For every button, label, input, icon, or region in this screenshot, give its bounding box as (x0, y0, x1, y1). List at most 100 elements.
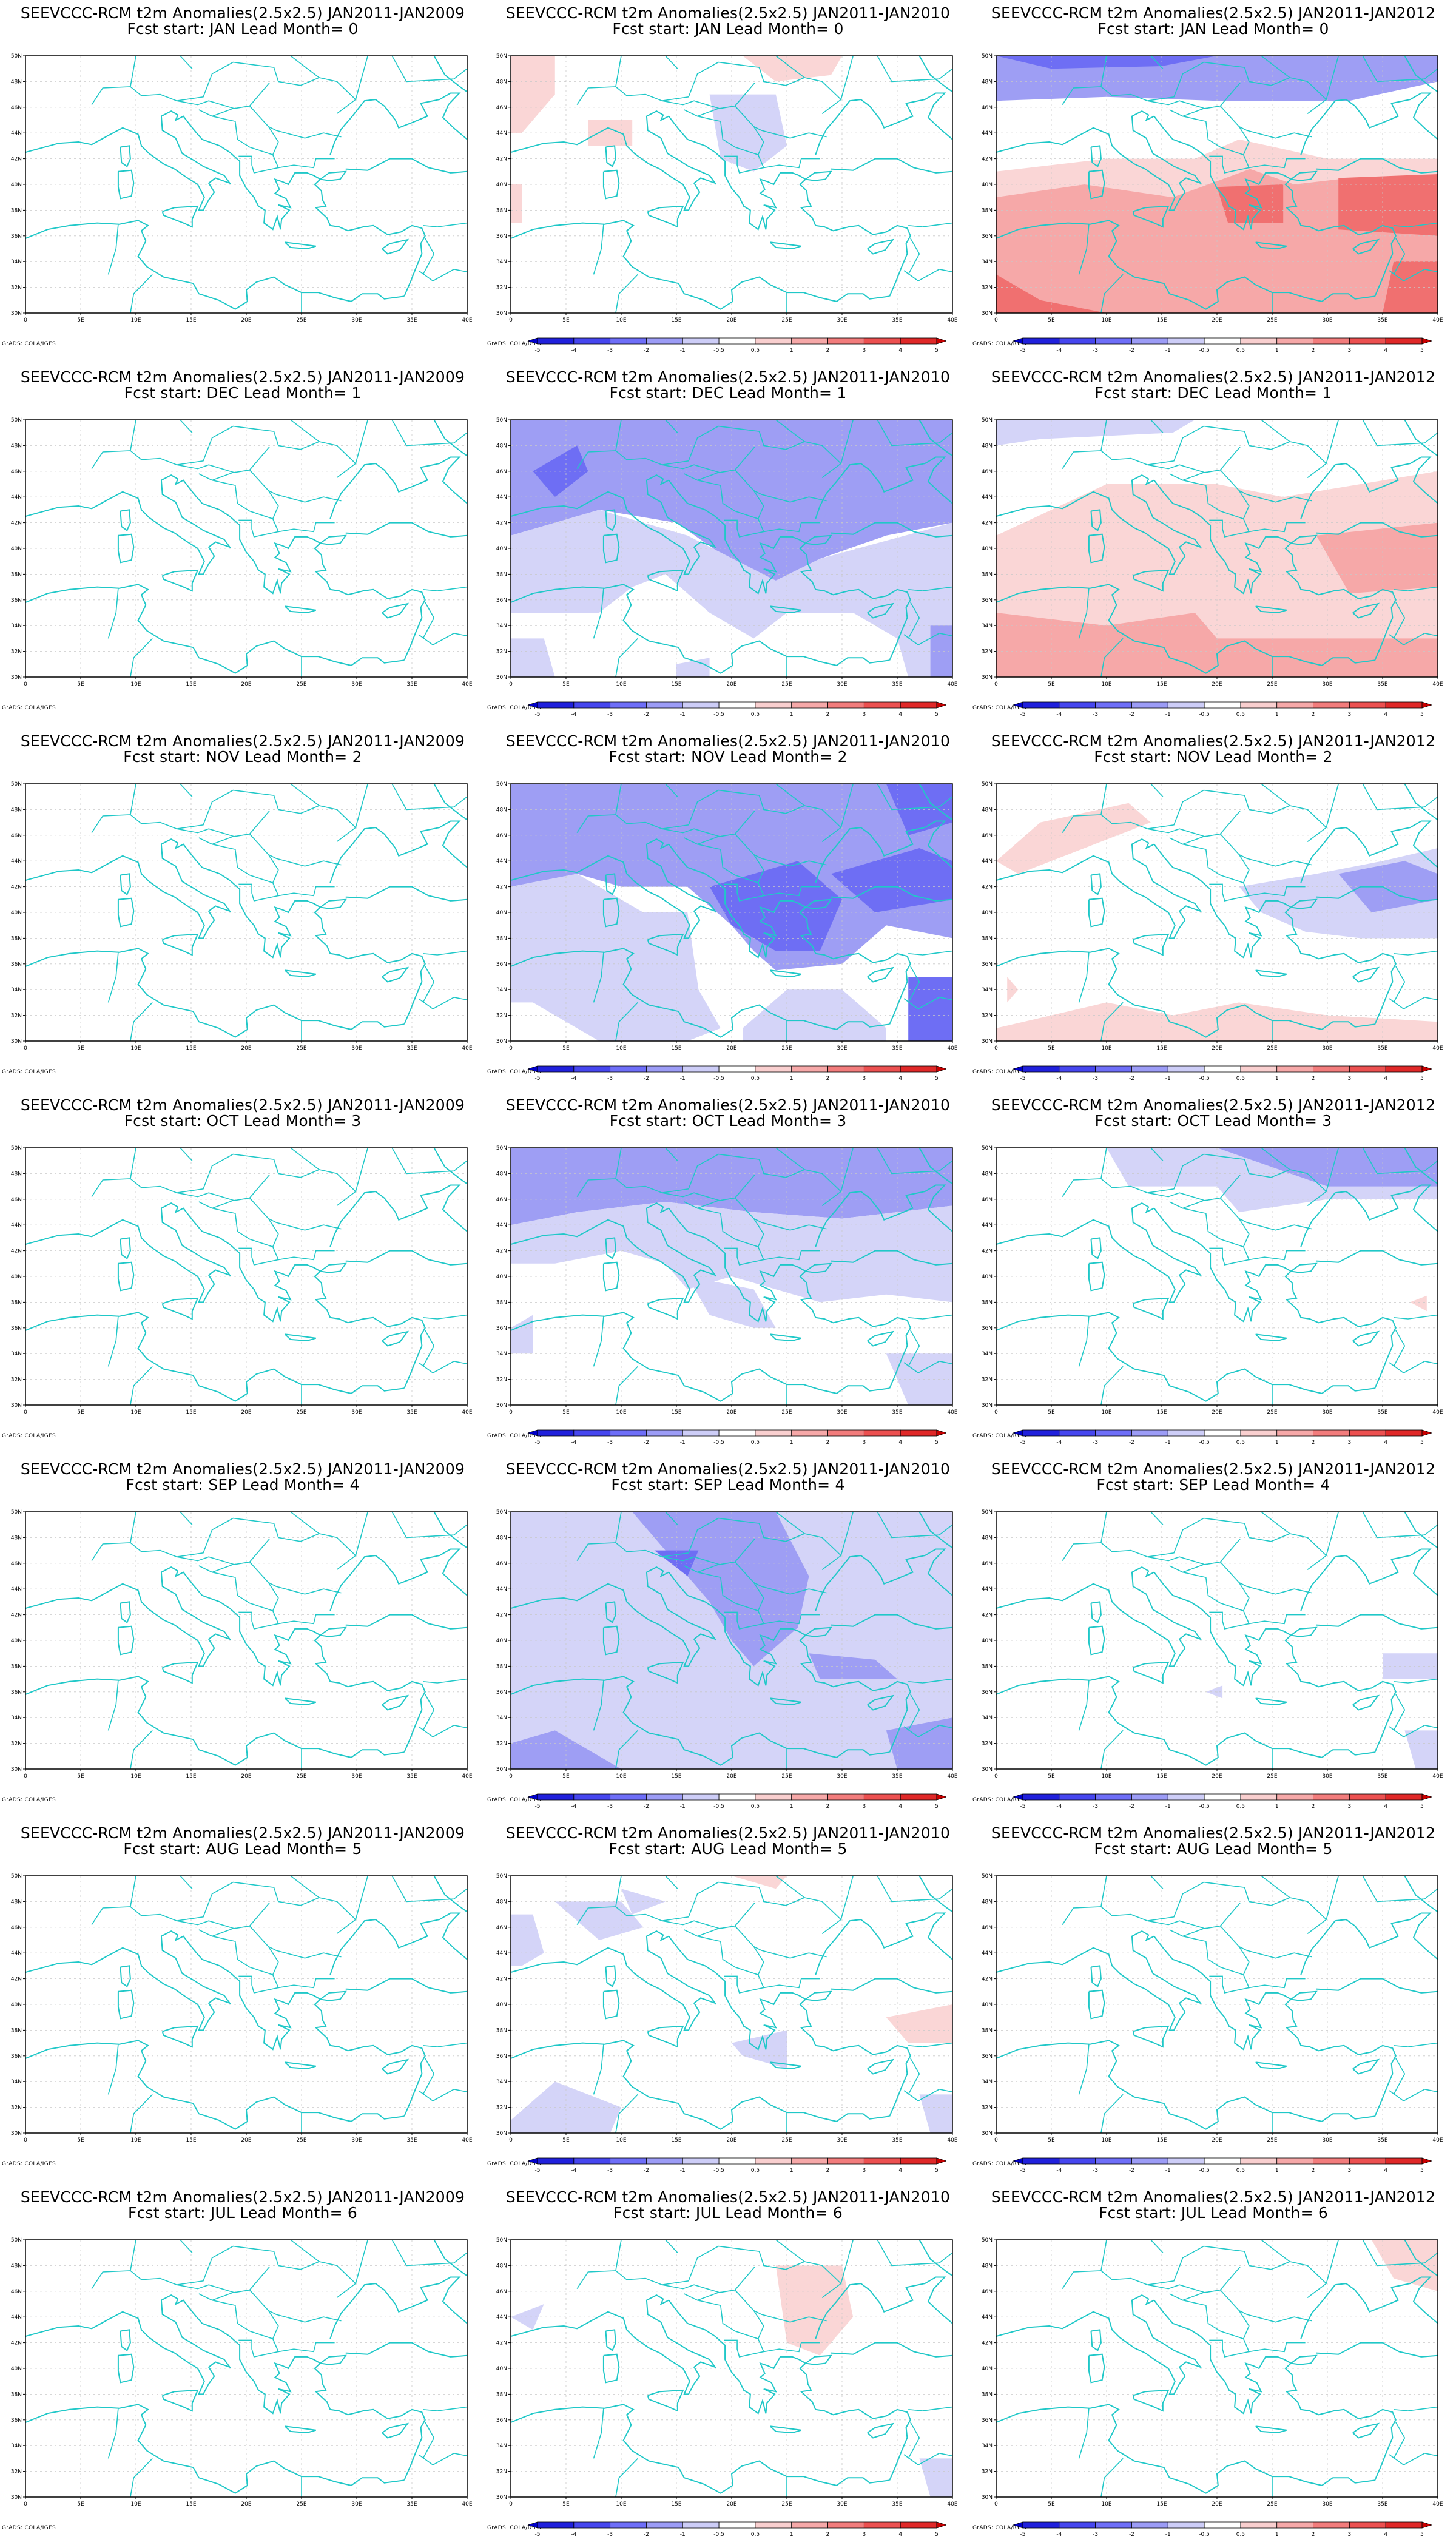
colorbar-swatch (755, 1793, 792, 1801)
country-border (423, 2406, 467, 2412)
country-border (1100, 1512, 1107, 1543)
coastline (815, 2276, 952, 2339)
colorbar-swatch (755, 2521, 792, 2529)
lat-tick-label: 42N (496, 1977, 507, 1983)
country-border (684, 2292, 719, 2301)
colorbar-swatch (791, 2157, 828, 2165)
colorbar-label: 5 (1420, 1804, 1424, 1810)
colorbar-swatch (863, 701, 901, 709)
lon-tick-label: 35E (892, 2501, 902, 2507)
lat-tick-label: 38N (11, 1299, 22, 1306)
country-border (180, 1876, 193, 1889)
colorbar-label: 2 (826, 2532, 830, 2538)
lon-tick-label: 30E (1322, 1409, 1332, 1415)
lon-tick-label: 5E (77, 2501, 84, 2507)
colorbar-swatch (1059, 337, 1096, 345)
lat-tick-label: 48N (11, 79, 22, 85)
anomaly-region (676, 658, 710, 677)
colorbar-swatch (573, 1065, 611, 1073)
colorbar-label: -5 (1020, 348, 1026, 354)
country-border (1147, 810, 1241, 837)
country-border (1078, 1680, 1090, 1731)
lat-tick-label: 46N (496, 1561, 507, 1567)
country-border (177, 2266, 270, 2293)
country-border (753, 490, 827, 503)
country-border (278, 522, 335, 533)
country-border (615, 2458, 638, 2497)
country-border (180, 56, 193, 69)
coastline (1300, 820, 1438, 883)
coastline (815, 92, 952, 155)
colorbar: -5 -4 -3 -2 -1 -0.5 0.5 1 2 3 4 5 (1013, 2157, 1432, 2174)
coastline (1090, 145, 1102, 167)
country-border (423, 222, 467, 228)
lat-tick-label: 42N (982, 1977, 993, 1983)
lat-tick-label: 40N (11, 546, 22, 552)
country-border (1326, 420, 1339, 464)
colorbar-label: -3 (607, 2532, 613, 2538)
coastline (1290, 1990, 1318, 2001)
country-border (268, 854, 342, 867)
panel-title: SEEVCCC-RCM t2m Anomalies(2.5x2.5) JAN20… (20, 1460, 465, 1478)
anomaly-map: 0 5E 10E 15E 20E 25E 30E 35E 40E30N32N34N36N38N4… (982, 1873, 1443, 2143)
lon-tick-label: 25E (296, 681, 306, 687)
lon-tick-label: 10E (1101, 681, 1111, 687)
country-border (1169, 108, 1204, 117)
colorbar-label: -1 (1165, 2168, 1171, 2174)
grads-credit: GrADS: COLA/IGES (972, 705, 1026, 711)
colorbar-swatch (528, 1793, 538, 1801)
coastline (1088, 2353, 1105, 2384)
panel-title: SEEVCCC-RCM t2m Anomalies(2.5x2.5) JAN20… (991, 1460, 1436, 1478)
lat-tick-label: 36N (982, 2418, 993, 2424)
country-border (278, 1250, 335, 1261)
country-border (1100, 784, 1107, 815)
coastline (805, 1990, 832, 2001)
lat-tick-label: 36N (982, 1326, 993, 1332)
country-border (423, 586, 467, 592)
panel-title: SEEVCCC-RCM t2m Anomalies(2.5x2.5) JAN20… (20, 2188, 465, 2206)
lat-tick-label: 50N (982, 1145, 993, 1151)
colorbar-label: -2 (644, 1804, 649, 1810)
coastline (25, 2404, 405, 2494)
country-border (1150, 1148, 1164, 1161)
country-border (212, 115, 279, 174)
country-border (91, 61, 357, 115)
lat-tick-label: 36N (11, 1326, 22, 1332)
coastline (433, 420, 467, 457)
country-border (249, 470, 279, 519)
colorbar: -5 -4 -3 -2 -1 -0.5 0.5 1 2 3 4 5 (528, 1429, 946, 1446)
coastline (120, 873, 131, 895)
country-border (107, 1680, 119, 1731)
coastline (996, 1202, 1397, 1389)
grads-credit: GrADS: COLA/IGES (972, 2525, 1026, 2531)
coastline (117, 533, 135, 564)
coastline (805, 534, 832, 545)
colorbar-label: -5 (535, 1076, 541, 1082)
colorbar-label: -5 (535, 1804, 541, 1810)
country-border (1219, 470, 1250, 519)
coastline (120, 1965, 131, 1987)
colorbar-swatch (1059, 2521, 1096, 2529)
lon-tick-label: 40E (947, 681, 957, 687)
country-border (1182, 115, 1250, 174)
lat-tick-label: 40N (11, 2002, 22, 2008)
coastline (320, 2354, 347, 2365)
country-border (1062, 1153, 1327, 1207)
coastline (1255, 2061, 1287, 2070)
coastline (1255, 1333, 1287, 1342)
lon-tick-label: 35E (1377, 1409, 1387, 1415)
lat-tick-label: 44N (11, 1586, 22, 1592)
country-border (91, 1153, 357, 1207)
lat-tick-label: 42N (11, 157, 22, 163)
country-border (576, 1153, 842, 1207)
panel-subtitle: Fcst start: NOV Lead Month= 2 (1094, 748, 1333, 766)
lon-tick-label: 40E (462, 681, 472, 687)
colorbar-label: 1 (790, 2168, 794, 2174)
lat-tick-label: 50N (496, 2237, 507, 2243)
lat-tick-label: 38N (496, 1663, 507, 1670)
country-border (593, 1316, 604, 1367)
lat-tick-label: 36N (496, 2054, 507, 2060)
colorbar-swatch (1131, 337, 1168, 345)
colorbar-label: -1 (680, 1440, 686, 1446)
country-border (391, 1148, 467, 1175)
